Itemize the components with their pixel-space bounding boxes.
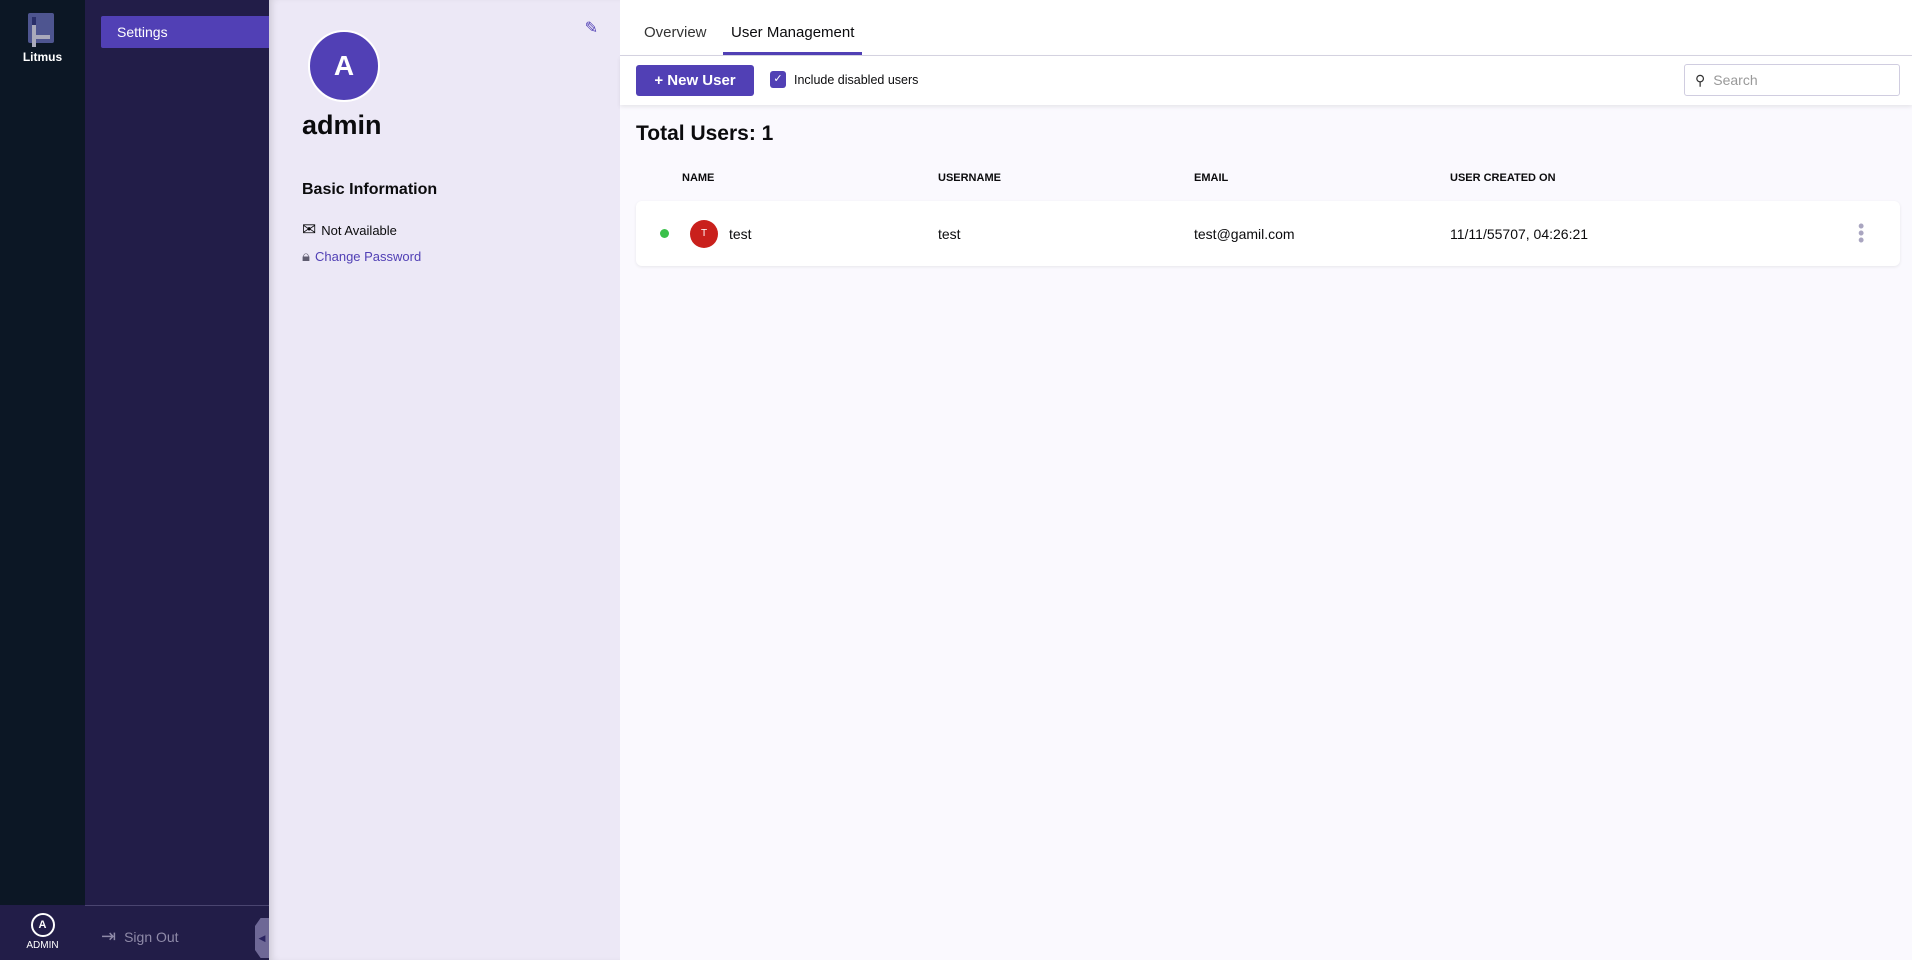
toolbar: + New User ✓ Include disabled users ⚲ Se… xyxy=(620,56,1912,105)
sign-out-label: Sign Out xyxy=(124,928,179,945)
nav-user-button[interactable]: A ADMIN xyxy=(0,905,85,960)
search-icon: ⚲ xyxy=(1695,71,1706,88)
sign-out-icon: ⇥ xyxy=(101,926,117,946)
column-header-username: USERNAME xyxy=(938,172,1001,184)
email-row: ✉ Not Available xyxy=(302,220,397,240)
lock-icon: 🔒︎ xyxy=(302,248,310,265)
column-header-name: NAME xyxy=(682,172,715,184)
change-password-link[interactable]: 🔒︎ Change Password xyxy=(302,248,421,265)
user-username: test xyxy=(938,226,961,242)
edit-pencil-icon[interactable]: ✎ xyxy=(584,20,598,37)
column-header-created: USER CREATED ON xyxy=(1450,172,1556,184)
main-content: Overview User Management + New User ✓ In… xyxy=(620,0,1912,960)
new-user-label: New User xyxy=(667,72,736,89)
new-user-button[interactable]: + New User xyxy=(636,65,754,96)
collapse-sidebar-button[interactable]: ◀ xyxy=(255,918,269,958)
user-avatar: T xyxy=(690,220,718,248)
user-created-on: 11/11/55707, 04:26:21 xyxy=(1450,226,1589,242)
search-placeholder: Search xyxy=(1713,72,1758,88)
search-input[interactable]: ⚲ Search xyxy=(1684,64,1900,96)
email-value: Not Available xyxy=(321,222,397,238)
litmus-logo-icon[interactable] xyxy=(28,13,54,47)
sign-out-button[interactable]: ⇥ Sign Out xyxy=(101,926,179,947)
table-row[interactable]: T test test test@gamil.com 11/11/55707, … xyxy=(636,201,1900,266)
user-label: ADMIN xyxy=(26,940,59,951)
app-nav: Litmus A ADMIN xyxy=(0,0,85,960)
more-options-icon[interactable]: • • • xyxy=(1858,216,1865,250)
sidebar-item-settings[interactable]: Settings xyxy=(101,16,269,48)
sidebar-footer: ⇥ Sign Out ◀ xyxy=(85,905,269,960)
total-users: Total Users: 1 xyxy=(636,122,774,145)
include-disabled-label[interactable]: Include disabled users xyxy=(794,73,919,87)
status-active-dot xyxy=(660,229,669,238)
plus-icon: + xyxy=(654,72,668,89)
tab-overview[interactable]: Overview xyxy=(644,24,707,41)
user-email: test@gamil.com xyxy=(1194,226,1295,242)
active-tab-indicator xyxy=(723,52,862,55)
profile-name: admin xyxy=(302,110,382,140)
profile-panel: ✎ A admin Basic Information ✉ Not Availa… xyxy=(269,0,620,960)
profile-avatar: A xyxy=(308,30,380,102)
user-name: test xyxy=(729,226,752,242)
logo-label: Litmus xyxy=(22,50,63,64)
change-password-label: Change Password xyxy=(314,249,422,264)
sidebar: Settings ⇥ Sign Out ◀ xyxy=(85,0,269,960)
include-disabled-checkbox[interactable]: ✓ xyxy=(770,71,786,88)
tab-user-management[interactable]: User Management xyxy=(731,24,855,41)
tab-bar: Overview User Management xyxy=(620,0,1912,56)
mail-icon: ✉ xyxy=(302,220,317,239)
column-header-email: EMAIL xyxy=(1194,172,1229,184)
basic-information-heading: Basic Information xyxy=(302,181,438,198)
avatar: A xyxy=(30,913,55,937)
